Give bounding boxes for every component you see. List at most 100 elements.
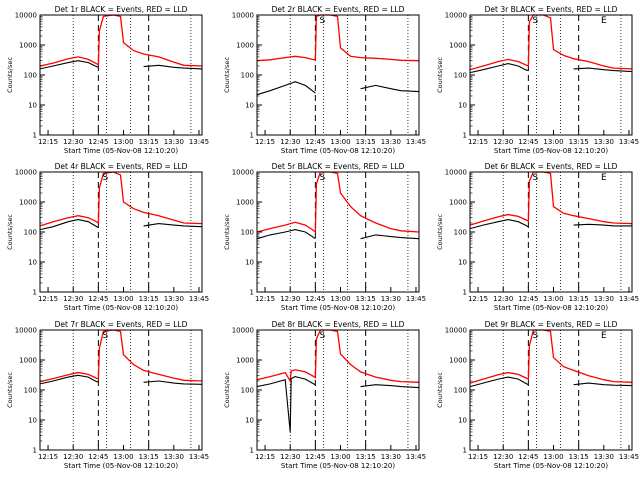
y-tick-label: 10000 [232, 12, 254, 20]
y-tick-label: 1 [463, 132, 467, 140]
x-tick-label: 12:45 [518, 138, 538, 146]
x-tick-label: 12:15 [38, 295, 58, 303]
x-tick-label: 12:15 [468, 295, 488, 303]
detector-panel-5: Det 5r BLACK = Events, RED = LLD S 1 10 100 1… [223, 162, 426, 312]
y-tick-label: 10000 [15, 12, 37, 20]
x-tick-label: 13:30 [164, 453, 184, 461]
x-tick-label: 12:30 [63, 453, 83, 461]
x-tick-label: 12:30 [63, 138, 83, 146]
lld-series-line [469, 171, 633, 226]
x-axis-label: Start Time (05-Nov-08 12:10:20) [281, 147, 395, 155]
panel-title: Det 2r BLACK = Events, RED = LLD [272, 5, 405, 14]
y-axis-label: Counts/sec [436, 372, 444, 408]
detector-panel-9: Det 9r BLACK = Events, RED = LLD S E 1 10 100… [436, 320, 639, 470]
panel-title: Det 6r BLACK = Events, RED = LLD [485, 162, 618, 171]
y-axis-label: Counts/sec [6, 214, 14, 250]
x-tick-label: 13:30 [381, 453, 401, 461]
detector-panel-2: Det 2r BLACK = Events, RED = LLD S 1 10 100 1… [223, 5, 426, 155]
x-tick-label: 13:45 [619, 138, 639, 146]
y-tick-label: 10000 [232, 327, 254, 335]
detector-panel-6: Det 6r BLACK = Events, RED = LLD S E 1 10 100… [436, 162, 639, 312]
y-tick-label: 10000 [15, 169, 37, 177]
plot-frame [469, 171, 633, 293]
lld-series-line [256, 14, 420, 62]
plot-frame [256, 14, 420, 136]
x-tick-label: 12:15 [468, 453, 488, 461]
detector-panel-4: Det 4r BLACK = Events, RED = LLD S 1 10 100 1… [6, 162, 209, 312]
x-tick-label: 13:00 [543, 138, 563, 146]
x-axis-label: Start Time (05-Nov-08 12:10:20) [64, 147, 178, 155]
x-tick-label: 12:30 [280, 138, 300, 146]
x-tick-label: 12:15 [255, 295, 275, 303]
x-tick-label: 12:45 [305, 295, 325, 303]
x-tick-label: 13:15 [139, 295, 159, 303]
x-tick-label: 12:30 [280, 453, 300, 461]
y-tick-label: 1 [250, 447, 254, 455]
y-tick-label: 1 [33, 447, 37, 455]
detector-panel-3: Det 3r BLACK = Events, RED = LLD S E 1 10 100… [436, 5, 639, 155]
x-tick-label: 12:45 [88, 295, 108, 303]
events-series-line [469, 219, 632, 230]
start-marker-label: S [103, 173, 109, 183]
y-tick-label: 10 [245, 417, 254, 425]
lld-series-line [469, 14, 633, 71]
lld-series-line [39, 329, 203, 383]
y-axis-label: Counts/sec [223, 372, 231, 408]
x-axis-label: Start Time (05-Nov-08 12:10:20) [64, 304, 178, 312]
x-tick-label: 13:00 [113, 295, 133, 303]
x-tick-label: 13:15 [139, 453, 159, 461]
y-axis-label: Counts/sec [436, 214, 444, 250]
x-tick-label: 12:30 [493, 453, 513, 461]
x-tick-label: 12:15 [468, 138, 488, 146]
x-tick-label: 12:15 [255, 453, 275, 461]
x-tick-label: 13:15 [569, 295, 589, 303]
plot-frame [39, 171, 203, 293]
x-tick-label: 13:30 [381, 295, 401, 303]
end-marker-label: E [601, 16, 607, 26]
x-tick-label: 13:15 [356, 295, 376, 303]
x-tick-label: 13:30 [594, 453, 614, 461]
plot-frame [469, 329, 633, 451]
detector-panel-8: Det 8r BLACK = Events, RED = LLD S 1 10 100 1… [223, 320, 426, 470]
x-tick-label: 13:45 [189, 138, 209, 146]
x-tick-label: 13:00 [330, 453, 350, 461]
end-marker-label: E [601, 331, 607, 341]
x-axis-label: Start Time (05-Nov-08 12:10:20) [64, 462, 178, 470]
y-tick-label: 1000 [19, 199, 37, 207]
y-tick-label: 1 [33, 289, 37, 297]
x-tick-label: 13:30 [381, 138, 401, 146]
x-axis-label: Start Time (05-Nov-08 12:10:20) [494, 147, 608, 155]
x-tick-label: 13:15 [356, 453, 376, 461]
start-marker-label: S [533, 331, 539, 341]
x-tick-label: 12:45 [518, 295, 538, 303]
x-axis-label: Start Time (05-Nov-08 12:10:20) [494, 462, 608, 470]
start-marker-label: S [320, 16, 326, 26]
y-tick-label: 10 [458, 102, 467, 110]
events-series-line [39, 374, 203, 385]
y-tick-label: 100 [454, 229, 467, 237]
y-axis-label: Counts/sec [6, 57, 14, 93]
x-tick-label: 12:30 [493, 138, 513, 146]
x-tick-label: 13:00 [113, 138, 133, 146]
y-tick-label: 1000 [236, 42, 254, 50]
x-tick-label: 13:45 [406, 138, 426, 146]
plot-frame [39, 14, 203, 136]
y-tick-label: 100 [454, 387, 467, 395]
y-tick-label: 1000 [236, 357, 254, 365]
y-tick-label: 100 [241, 387, 254, 395]
y-tick-label: 10 [458, 259, 467, 267]
x-tick-label: 13:30 [594, 295, 614, 303]
y-tick-label: 1 [250, 132, 254, 140]
y-tick-label: 1000 [449, 42, 467, 50]
panel-title: Det 3r BLACK = Events, RED = LLD [485, 5, 618, 14]
events-series-line [469, 376, 633, 388]
y-tick-label: 100 [454, 72, 467, 80]
y-tick-label: 10000 [445, 12, 467, 20]
x-tick-label: 13:00 [543, 453, 563, 461]
y-tick-label: 1000 [449, 199, 467, 207]
x-tick-label: 12:30 [280, 295, 300, 303]
x-tick-label: 13:45 [189, 295, 209, 303]
plot-frame [256, 329, 420, 451]
y-tick-label: 1000 [19, 357, 37, 365]
